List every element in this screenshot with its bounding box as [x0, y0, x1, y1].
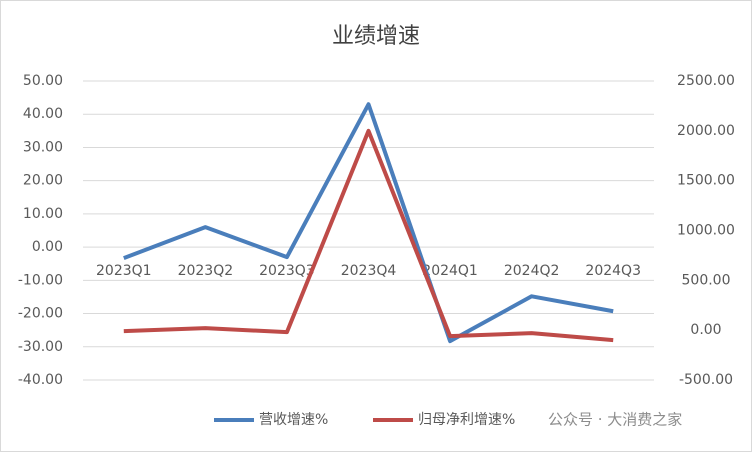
legend-label: 营收增速%	[259, 412, 328, 428]
x-tick-label: 2023Q3	[259, 263, 315, 279]
y-tick-label: -20.00	[18, 306, 63, 322]
x-tick-label: 2024Q1	[422, 263, 478, 279]
series-line	[123, 128, 614, 343]
y2-tick-label: 1500.00	[677, 173, 735, 189]
y-tick-label: 0.00	[32, 239, 63, 255]
y-tick-label: 20.00	[23, 173, 63, 189]
y-tick-label: 30.00	[23, 139, 63, 155]
y2-tick-label: 1000.00	[677, 223, 735, 239]
y-tick-label: -10.00	[18, 272, 63, 288]
legend-label: 归母净利增速%	[418, 411, 515, 428]
y-tick-label: 10.00	[23, 206, 63, 222]
y2-tick-label: 500.00	[682, 272, 731, 288]
y-tick-label: -40.00	[18, 372, 63, 388]
x-tick-label: 2024Q2	[504, 263, 560, 279]
chart-title: 业绩增速	[332, 24, 420, 49]
y-tick-label: 50.00	[23, 73, 63, 89]
y-tick-label: -30.00	[18, 339, 63, 355]
x-tick-label: 2024Q3	[585, 263, 641, 279]
series-line	[123, 102, 614, 344]
y2-tick-label: 2500.00	[677, 73, 735, 89]
x-tick-label: 2023Q1	[96, 263, 152, 279]
x-tick-label: 2023Q2	[178, 263, 234, 279]
y2-tick-label: 2000.00	[677, 123, 735, 139]
y2-tick-label: -500.00	[679, 372, 733, 388]
watermark: 公众号 · 大消费之家	[548, 411, 682, 429]
y-tick-label: 40.00	[23, 106, 63, 122]
y2-tick-label: 0.00	[690, 322, 721, 338]
x-tick-label: 2023Q4	[341, 263, 397, 279]
